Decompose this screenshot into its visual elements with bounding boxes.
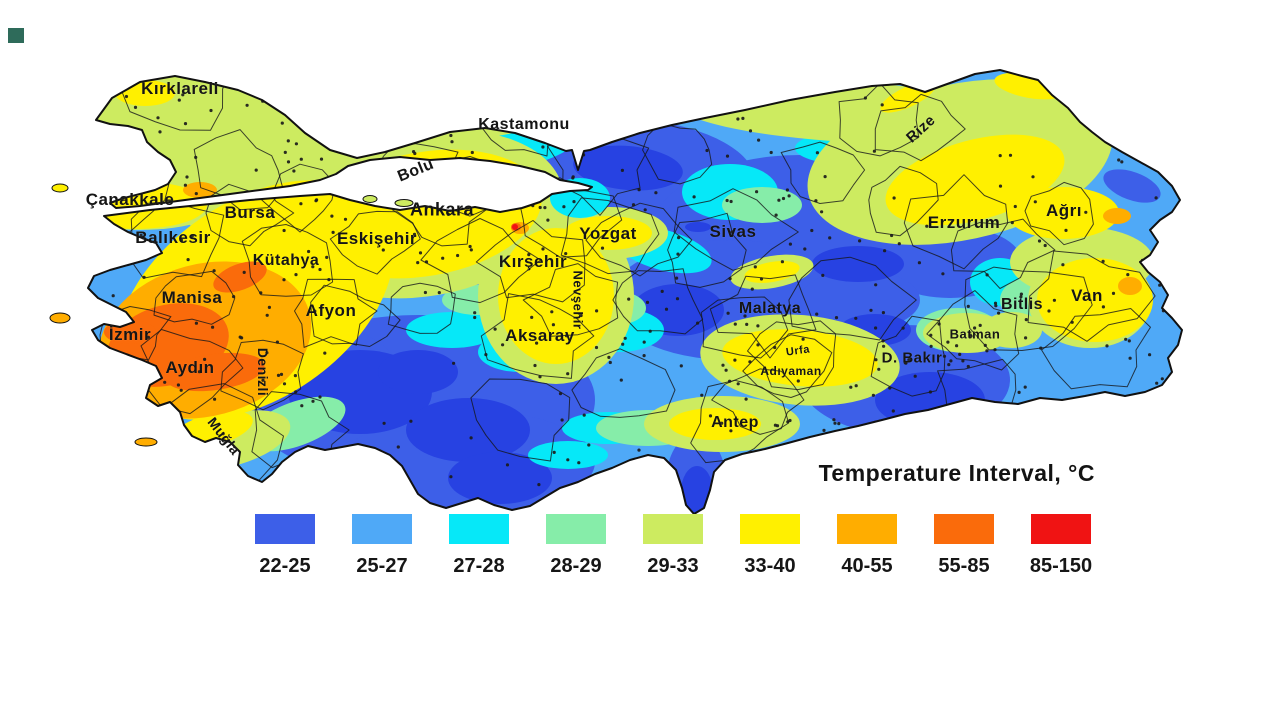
legend-item: 40-55 <box>837 514 897 578</box>
legend-item: 22-25 <box>255 514 315 578</box>
legend-item: 85-150 <box>1029 514 1093 578</box>
legend-swatch <box>352 514 412 544</box>
legend-title: Temperature Interval, °C <box>818 460 1095 486</box>
city-label-bitlis: Bitlis <box>1000 296 1044 313</box>
city-label-i-zmir: İzmir <box>108 325 152 344</box>
legend-item: 25-27 <box>352 514 412 578</box>
legend-swatch <box>255 514 315 544</box>
city-label-manisa: Manisa <box>161 288 223 307</box>
city-label-malatya: Malatya <box>738 300 802 317</box>
legend-item: 27-28 <box>449 514 509 578</box>
city-label-ankara: Ankara <box>409 199 475 220</box>
legend-item: 55-85 <box>934 514 994 578</box>
legend-swatch <box>546 514 606 544</box>
city-label-batman: Batman <box>949 326 1001 342</box>
legend-range-label: 40-55 <box>841 555 893 577</box>
legend-range-label: 33-40 <box>744 555 796 577</box>
legend-item: 28-29 <box>546 514 606 578</box>
legend-range-label: 85-150 <box>1029 555 1093 577</box>
city-label-yozgat: Yozgat <box>579 224 637 243</box>
city-label-a-r-: Ağrı <box>1046 201 1082 220</box>
legend-range-label: 25-27 <box>356 555 408 577</box>
legend-swatch <box>643 514 703 544</box>
city-label-eski-ehir: Eskişehir <box>336 229 418 248</box>
city-label-d-bak-r: D. Bakır <box>881 349 943 367</box>
legend-swatch <box>449 514 509 544</box>
city-label-van: Van <box>1071 286 1103 305</box>
legend-range-label: 28-29 <box>550 555 602 577</box>
city-label-aksaray: Aksaray <box>505 326 575 345</box>
legend-item: 29-33 <box>643 514 703 578</box>
city-label-k-tahya: Kütahya <box>252 252 320 269</box>
city-label--anakkale: Çanakkale <box>85 190 175 209</box>
legend-swatch <box>837 514 897 544</box>
legend-range-label: 22-25 <box>259 555 311 577</box>
legend-item: 33-40 <box>740 514 800 578</box>
legend-range-label: 29-33 <box>647 555 699 577</box>
city-label-afyon: Afyon <box>305 301 357 320</box>
corner-mark <box>8 28 24 43</box>
city-label-sivas: Sivas <box>709 222 757 241</box>
city-label-erzurum: Erzurum <box>927 213 1001 232</box>
legend-range-label: 55-85 <box>938 555 990 577</box>
legend-range-label: 27-28 <box>453 555 505 577</box>
legend-swatch <box>934 514 994 544</box>
city-label-kastamonu: Kastamonu <box>478 116 570 133</box>
city-label-ad-yaman: Adıyaman <box>760 364 822 378</box>
legend-swatch <box>1031 514 1091 544</box>
city-label-denizli: Denizli <box>255 347 271 397</box>
city-label-ayd-n: Aydın <box>165 358 215 377</box>
city-label-antep: Antep <box>711 414 759 431</box>
city-label-bursa: Bursa <box>224 203 276 222</box>
city-label-k-r-ehir: Kırşehir <box>498 252 568 271</box>
legend-swatch <box>740 514 800 544</box>
city-label-nev-ehir: Nevşehir <box>570 270 586 330</box>
city-label-k-rklareli: Kırklareli <box>141 79 219 98</box>
temperature-legend: 22-25 25-27 27-28 28-29 29-33 33-40 40-55 55-85… <box>255 514 1093 578</box>
city-label-bal-kesir: Balıkesir <box>135 228 211 247</box>
